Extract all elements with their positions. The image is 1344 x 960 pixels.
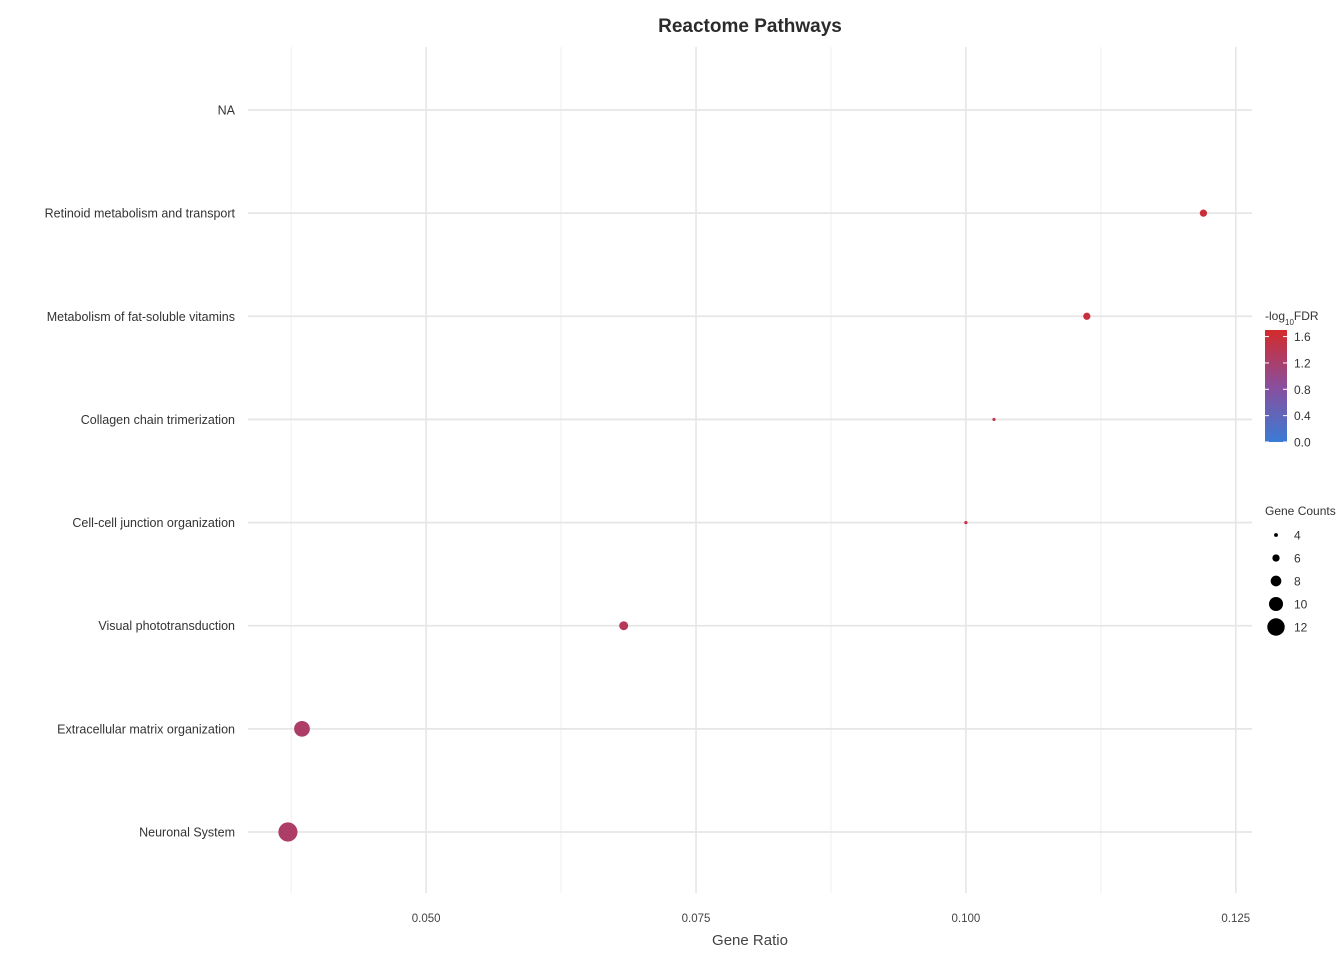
y-tick-label: Neuronal System	[139, 826, 235, 840]
y-tick-label: Cell-cell junction organization	[72, 516, 235, 530]
data-points	[278, 209, 1208, 842]
size-legend-dot	[1274, 533, 1278, 537]
size-legend-label: 10	[1294, 598, 1308, 612]
color-legend-label: 1.2	[1294, 356, 1311, 370]
y-tick-label: Metabolism of fat-soluble vitamins	[47, 310, 235, 324]
color-legend-ticks: 0.0 0.4 0.8 1.2 1.6	[1265, 330, 1311, 450]
y-tick-label: Retinoid metabolism and transport	[45, 207, 236, 221]
y-tick-label: Extracellular matrix organization	[57, 722, 235, 736]
x-tick-label: 0.050	[412, 913, 441, 925]
size-legend-label: 12	[1294, 621, 1308, 635]
x-tick-label: 0.100	[952, 913, 981, 925]
x-axis-labels: 0.050 0.075 0.100 0.125	[412, 913, 1250, 925]
data-point	[964, 520, 968, 525]
y-axis-labels: Neuronal System Extracellular matrix orga…	[45, 104, 236, 840]
size-legend-label: 8	[1294, 575, 1301, 589]
color-legend-label: 0.4	[1294, 409, 1311, 423]
size-legend-label: 4	[1294, 529, 1301, 543]
size-legend-items: 4 6 8 10 12	[1267, 529, 1308, 636]
size-legend-label: 6	[1294, 552, 1301, 566]
color-legend-title: -log10FDR	[1265, 309, 1319, 327]
color-legend-bar	[1265, 330, 1287, 442]
color-legend-label: 0.0	[1294, 436, 1311, 450]
y-tick-label: NA	[218, 104, 236, 118]
x-tick-label: 0.125	[1221, 913, 1250, 925]
size-legend-dot	[1270, 575, 1282, 587]
data-point	[294, 720, 310, 737]
size-legend-title: Gene Counts	[1265, 504, 1336, 518]
size-legend: Gene Counts 4 6 8 10 12	[1265, 504, 1336, 636]
y-tick-label: Collagen chain trimerization	[81, 413, 235, 427]
chart-title: Reactome Pathways	[658, 16, 842, 37]
color-legend: -log10FDR 0.0 0.4 0.8 1.2 1.6	[1265, 309, 1319, 450]
data-point	[619, 621, 629, 631]
x-axis-title: Gene Ratio	[712, 932, 788, 949]
data-point	[278, 822, 298, 842]
y-tick-label: Visual phototransduction	[98, 619, 235, 633]
x-tick-label: 0.075	[682, 913, 711, 925]
color-legend-label: 1.6	[1294, 330, 1311, 344]
color-legend-label: 0.8	[1294, 383, 1311, 397]
size-legend-dot	[1267, 618, 1285, 636]
size-legend-dot	[1272, 554, 1280, 562]
size-legend-dot	[1268, 596, 1284, 612]
data-point	[1199, 209, 1208, 217]
grid	[248, 47, 1252, 893]
data-point	[1083, 312, 1091, 320]
data-point	[992, 417, 996, 422]
